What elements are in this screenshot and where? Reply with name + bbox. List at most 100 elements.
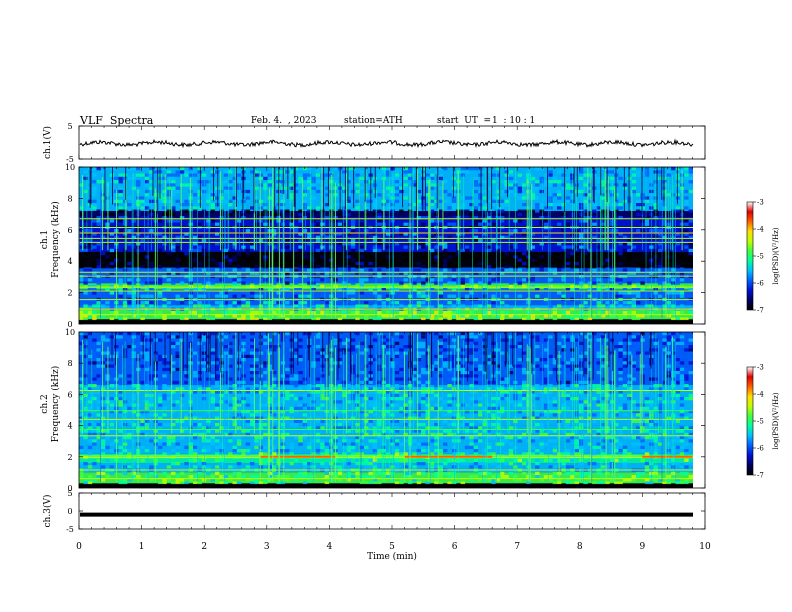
ch2-cell (263, 341, 268, 346)
ch1-cell (140, 196, 145, 200)
ch2-cell (87, 387, 93, 391)
ch2-cell (263, 432, 268, 437)
ch1-cell (293, 301, 299, 305)
ch1-cell (166, 199, 172, 203)
ch1-cell (583, 216, 588, 220)
ch2-cell (272, 332, 277, 336)
ch1-cell (552, 183, 558, 187)
ch1-cell (679, 255, 685, 259)
ch1-cell (416, 203, 422, 207)
ch1-cell (500, 235, 505, 239)
ch1-cell (79, 314, 84, 318)
ch1-cell (631, 248, 636, 253)
ch1-cell (543, 314, 549, 318)
ch1-cell (386, 229, 391, 233)
ch2-cell (315, 384, 321, 388)
ch2-cell (118, 400, 123, 404)
ch1-cell (614, 232, 619, 236)
ch2-cell (451, 449, 457, 453)
ch1-cell (206, 180, 211, 184)
ch2-cell (320, 380, 325, 385)
ch2-cell (425, 348, 430, 352)
ch1-cell (644, 301, 650, 305)
ch1-cell (188, 265, 193, 269)
ch1-cell (592, 222, 597, 226)
ch1-cell (236, 239, 242, 243)
ch2-cell (166, 452, 172, 456)
ch2-cell (254, 481, 259, 485)
ch2-cell (210, 475, 215, 479)
ch1-cell (561, 294, 566, 298)
ch1-cell (364, 173, 369, 177)
ch2-cell (429, 397, 435, 401)
ch1-cell (662, 271, 667, 275)
ch1-cell (640, 261, 645, 266)
ch1-cell (486, 281, 492, 285)
ch2-cell (394, 426, 400, 430)
ch1-cell (311, 183, 316, 187)
ch1-cell (618, 304, 623, 308)
ch2-cell (175, 380, 180, 385)
ch2-cell (206, 445, 211, 450)
ch2-cell (412, 345, 417, 349)
ch2-cell (272, 426, 277, 430)
ch1-cell (307, 281, 312, 285)
ch1-cell (522, 271, 527, 275)
ch1-cell (675, 209, 680, 213)
ch1-cell (359, 281, 365, 285)
ch2-cell (337, 400, 343, 404)
ch2-cell (127, 419, 132, 424)
ch1-cell (636, 268, 641, 272)
ch1-cell (140, 294, 145, 298)
ch1-cell (127, 203, 132, 207)
ch2-cell (364, 348, 369, 352)
ch2-cell (263, 481, 268, 485)
ch2-cell (285, 393, 290, 398)
ch2-cell (289, 452, 294, 456)
ch1-cell (443, 248, 448, 253)
ch1-cell (460, 317, 465, 321)
ch1-cell (171, 206, 176, 210)
ch1-cell (469, 301, 474, 305)
ch2-cell (162, 374, 167, 378)
ch2-cell (100, 335, 106, 339)
ch1-cell (184, 232, 189, 236)
ch1-cell (421, 281, 426, 285)
ch1-cell (377, 248, 382, 253)
ch1-cell (285, 265, 290, 269)
ch2-cell (399, 377, 404, 381)
ch1-cell (504, 268, 509, 272)
ch2-cell (302, 419, 308, 424)
ch1-cell (355, 261, 360, 266)
ch2-cell (79, 384, 84, 388)
ch1-cell (320, 268, 325, 272)
ch2-cell (451, 445, 457, 450)
ch1-cell (293, 288, 299, 292)
ch2-cell (87, 390, 93, 394)
ch2-cell (399, 397, 404, 401)
ch1-cell (149, 173, 154, 177)
ch2-cell (280, 397, 286, 401)
ch1-cell (508, 183, 514, 187)
ch1-cell (179, 281, 185, 285)
ch1-cell (473, 206, 479, 210)
ch1-cell (350, 229, 356, 233)
ch2-cell (315, 449, 321, 453)
ch1-cell (443, 288, 448, 292)
ch1-cell (311, 235, 316, 239)
ch1-cell (495, 219, 500, 223)
ch1-cell (600, 196, 606, 200)
ch1-cell (443, 245, 448, 249)
ch1-cell (675, 242, 680, 246)
ch2-cell (289, 393, 294, 398)
ch2-cell (285, 332, 290, 336)
ch1-cell (429, 248, 435, 253)
ch1-cell (412, 203, 417, 207)
ch1-cell (364, 235, 369, 239)
ch2-cell (250, 367, 255, 372)
ch1-cell (675, 206, 680, 210)
ch1-cell (421, 265, 426, 269)
ch1-cell (324, 219, 329, 223)
ch2-cell (350, 345, 356, 349)
ch2-cell (144, 436, 150, 440)
